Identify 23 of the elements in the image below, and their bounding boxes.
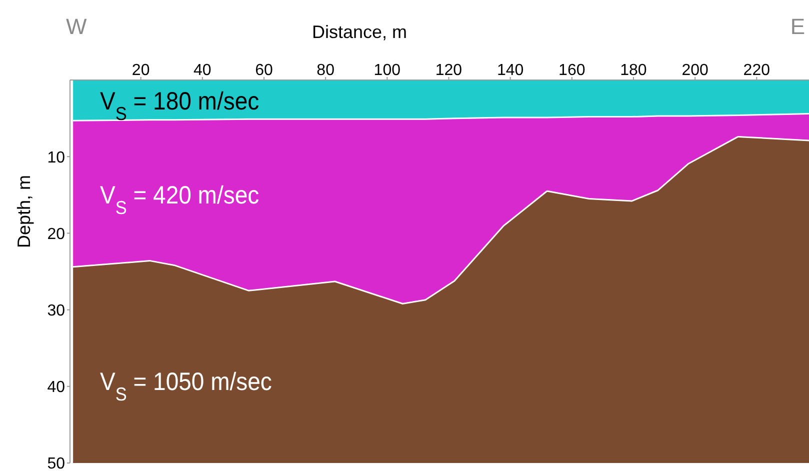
annotation: V$_{S}$ = 420 m/sec — [100, 182, 260, 218]
text: W — [66, 14, 87, 39]
annotation: V$_{S}$ = 180 m/sec — [100, 88, 260, 124]
x-tick-label: 180 — [620, 62, 647, 79]
x-tick-label: 40 — [194, 62, 212, 79]
x-tick-label: 60 — [255, 62, 273, 79]
x-tick-label: 140 — [496, 62, 524, 79]
x-tick-label: 20 — [132, 62, 150, 79]
y-axis-title: Depth, m — [14, 174, 34, 248]
y-tick-label: 50 — [47, 456, 66, 471]
y-tick-label: 30 — [47, 302, 66, 320]
x-tick-label: 100 — [374, 62, 401, 79]
x-tick-label: 120 — [435, 62, 462, 79]
annotation: V$_{S}$ = 1050 m/sec — [100, 368, 272, 405]
x-axis-title: Distance, m — [312, 22, 408, 42]
x-tick-label: 160 — [558, 62, 586, 79]
y-tick-label: 40 — [47, 379, 66, 396]
text: E — [790, 14, 805, 39]
y-tick-label: 20 — [47, 226, 66, 243]
x-tick-label: 80 — [316, 62, 335, 79]
y-tick-label: 10 — [47, 149, 66, 166]
x-tick-label: 200 — [682, 62, 709, 79]
x-tick-label: 220 — [743, 62, 770, 79]
